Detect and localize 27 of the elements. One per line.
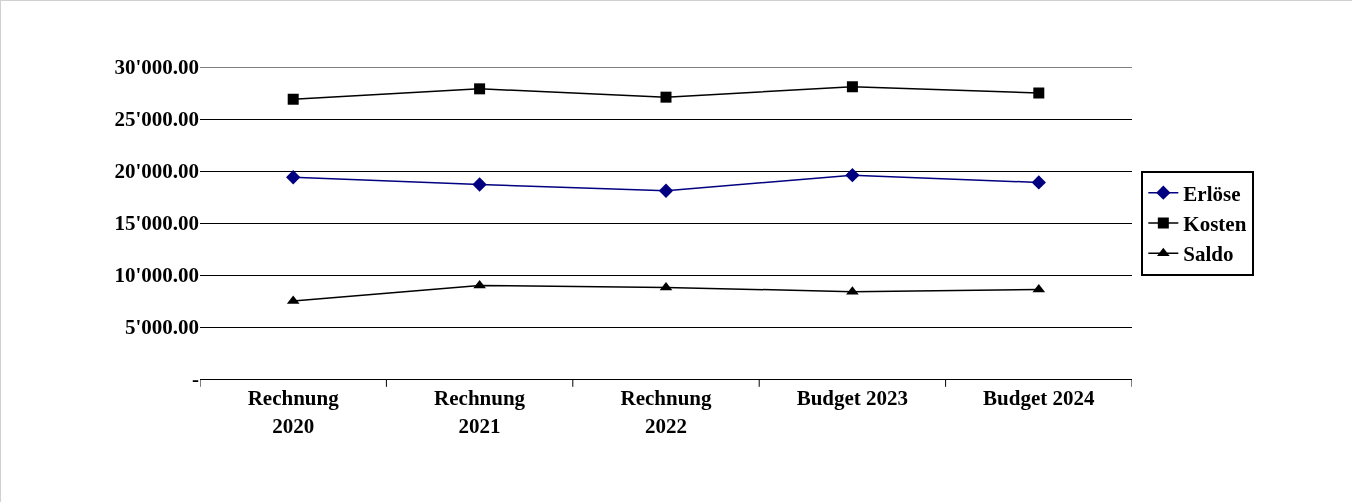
- x-tick-label: Rechnung 2022: [620, 386, 713, 438]
- y-tick-label: 10'000.00: [114, 263, 199, 288]
- point: [659, 281, 673, 291]
- y-tick-label: 15'000.00: [114, 211, 199, 236]
- point: [660, 91, 672, 103]
- x-tick-label: Budget 2024: [983, 386, 1096, 411]
- point: [658, 183, 674, 198]
- point: [846, 81, 858, 93]
- legend-label: Kosten: [1183, 212, 1247, 237]
- y-tick-label: -: [192, 367, 199, 392]
- point: [472, 177, 487, 192]
- legend-label: Erlöse: [1183, 181, 1241, 206]
- y-tick-label: 30'000.00: [114, 55, 199, 80]
- x-tick-label: Rechnung 2020: [247, 386, 340, 438]
- point: [845, 168, 860, 183]
- point: [286, 170, 301, 185]
- y-tick-label: 25'000.00: [114, 107, 199, 132]
- x-tick-label: Rechnung 2021: [434, 386, 526, 438]
- y-tick-label: 5'000.00: [124, 315, 199, 340]
- point: [473, 279, 486, 289]
- point: [287, 93, 299, 105]
- legend-label: Saldo: [1183, 242, 1234, 267]
- point: [1033, 87, 1045, 99]
- y-tick-label: 20'000.00: [114, 159, 199, 184]
- x-tick-label: Budget 2023: [796, 386, 909, 411]
- point: [474, 83, 486, 95]
- point: [1031, 175, 1046, 190]
